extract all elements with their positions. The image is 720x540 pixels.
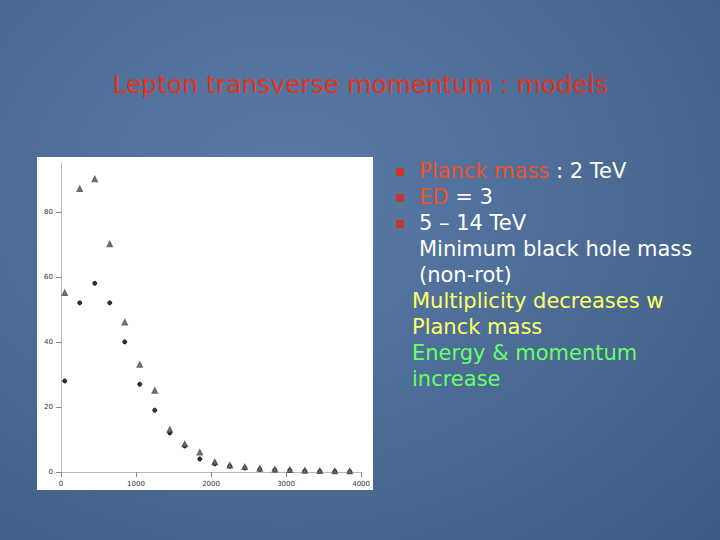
html-text:Energy & momentum increase: Energy & momentum increase bbox=[412, 341, 638, 391]
svg-text:0: 0 bbox=[49, 468, 53, 476]
svg-text:60: 60 bbox=[44, 273, 53, 281]
html-text:Lepton transverse momentum : m: Lepton transverse momentum : models bbox=[112, 70, 608, 99]
svg-text:1000: 1000 bbox=[127, 480, 145, 488]
svg-text:2000: 2000 bbox=[202, 480, 220, 488]
html-text:ED = 3: ED = 3 bbox=[419, 185, 493, 209]
svg-text:20: 20 bbox=[44, 403, 53, 411]
svg-text:3000: 3000 bbox=[277, 480, 295, 488]
svg-text:80: 80 bbox=[44, 208, 53, 216]
html-text:Minimum black hole mass (non-r: Minimum black hole mass (non-rot) bbox=[419, 237, 693, 287]
svg-text:40: 40 bbox=[44, 338, 53, 346]
html-text:Multiplicity decreases w Planc: Multiplicity decreases w Planck mass bbox=[412, 289, 664, 339]
svg-text:0: 0 bbox=[59, 480, 63, 488]
html-text:5 – 14 TeV: 5 – 14 TeV bbox=[419, 211, 527, 235]
html-text:Planck mass: 2 TeV: Planck mass: 2 TeV bbox=[419, 159, 627, 183]
svg-text:4000: 4000 bbox=[352, 480, 370, 488]
